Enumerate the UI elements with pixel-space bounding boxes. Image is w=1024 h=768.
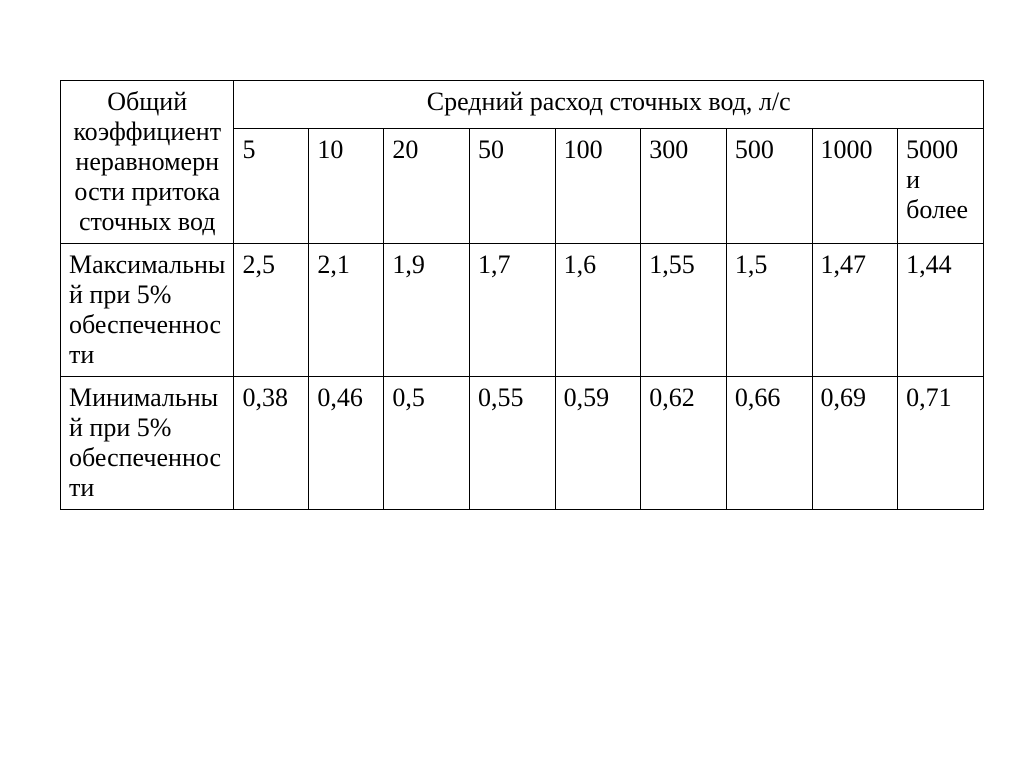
cell: 0,66: [726, 377, 812, 510]
table-container: Общий коэффициент неравномерности приток…: [0, 0, 1024, 510]
cell: 2,5: [234, 244, 309, 377]
cell: 1,7: [469, 244, 555, 377]
col-header: 5: [234, 129, 309, 244]
row-label: Максимальный при 5% обеспеченности: [61, 244, 234, 377]
cell: 2,1: [309, 244, 384, 377]
cell: 0,38: [234, 377, 309, 510]
cell: 0,69: [812, 377, 898, 510]
row-label: Минимальный при 5% обеспеченности: [61, 377, 234, 510]
wastewater-coefficients-table: Общий коэффициент неравномерности приток…: [60, 80, 984, 510]
col-header: 500: [726, 129, 812, 244]
cell: 1,9: [384, 244, 470, 377]
cell: 1,44: [898, 244, 984, 377]
cell: 0,62: [641, 377, 727, 510]
cell: 0,71: [898, 377, 984, 510]
col-header: 300: [641, 129, 727, 244]
cell: 1,6: [555, 244, 641, 377]
cell: 1,5: [726, 244, 812, 377]
cell: 0,55: [469, 377, 555, 510]
cell: 1,47: [812, 244, 898, 377]
cell: 0,5: [384, 377, 470, 510]
table-row: Максимальный при 5% обеспеченности 2,5 2…: [61, 244, 984, 377]
col-header: 5000 и более: [898, 129, 984, 244]
table-row: Минимальный при 5% обеспеченности 0,38 0…: [61, 377, 984, 510]
col-header: 50: [469, 129, 555, 244]
spanning-header: Средний расход сточных вод, л/с: [234, 81, 984, 129]
col-header: 10: [309, 129, 384, 244]
col-header: 100: [555, 129, 641, 244]
col-header: 20: [384, 129, 470, 244]
table-header-row-1: Общий коэффициент неравномерности приток…: [61, 81, 984, 129]
cell: 0,59: [555, 377, 641, 510]
cell: 0,46: [309, 377, 384, 510]
row-header-label: Общий коэффициент неравномерности приток…: [61, 81, 234, 244]
cell: 1,55: [641, 244, 727, 377]
col-header: 1000: [812, 129, 898, 244]
